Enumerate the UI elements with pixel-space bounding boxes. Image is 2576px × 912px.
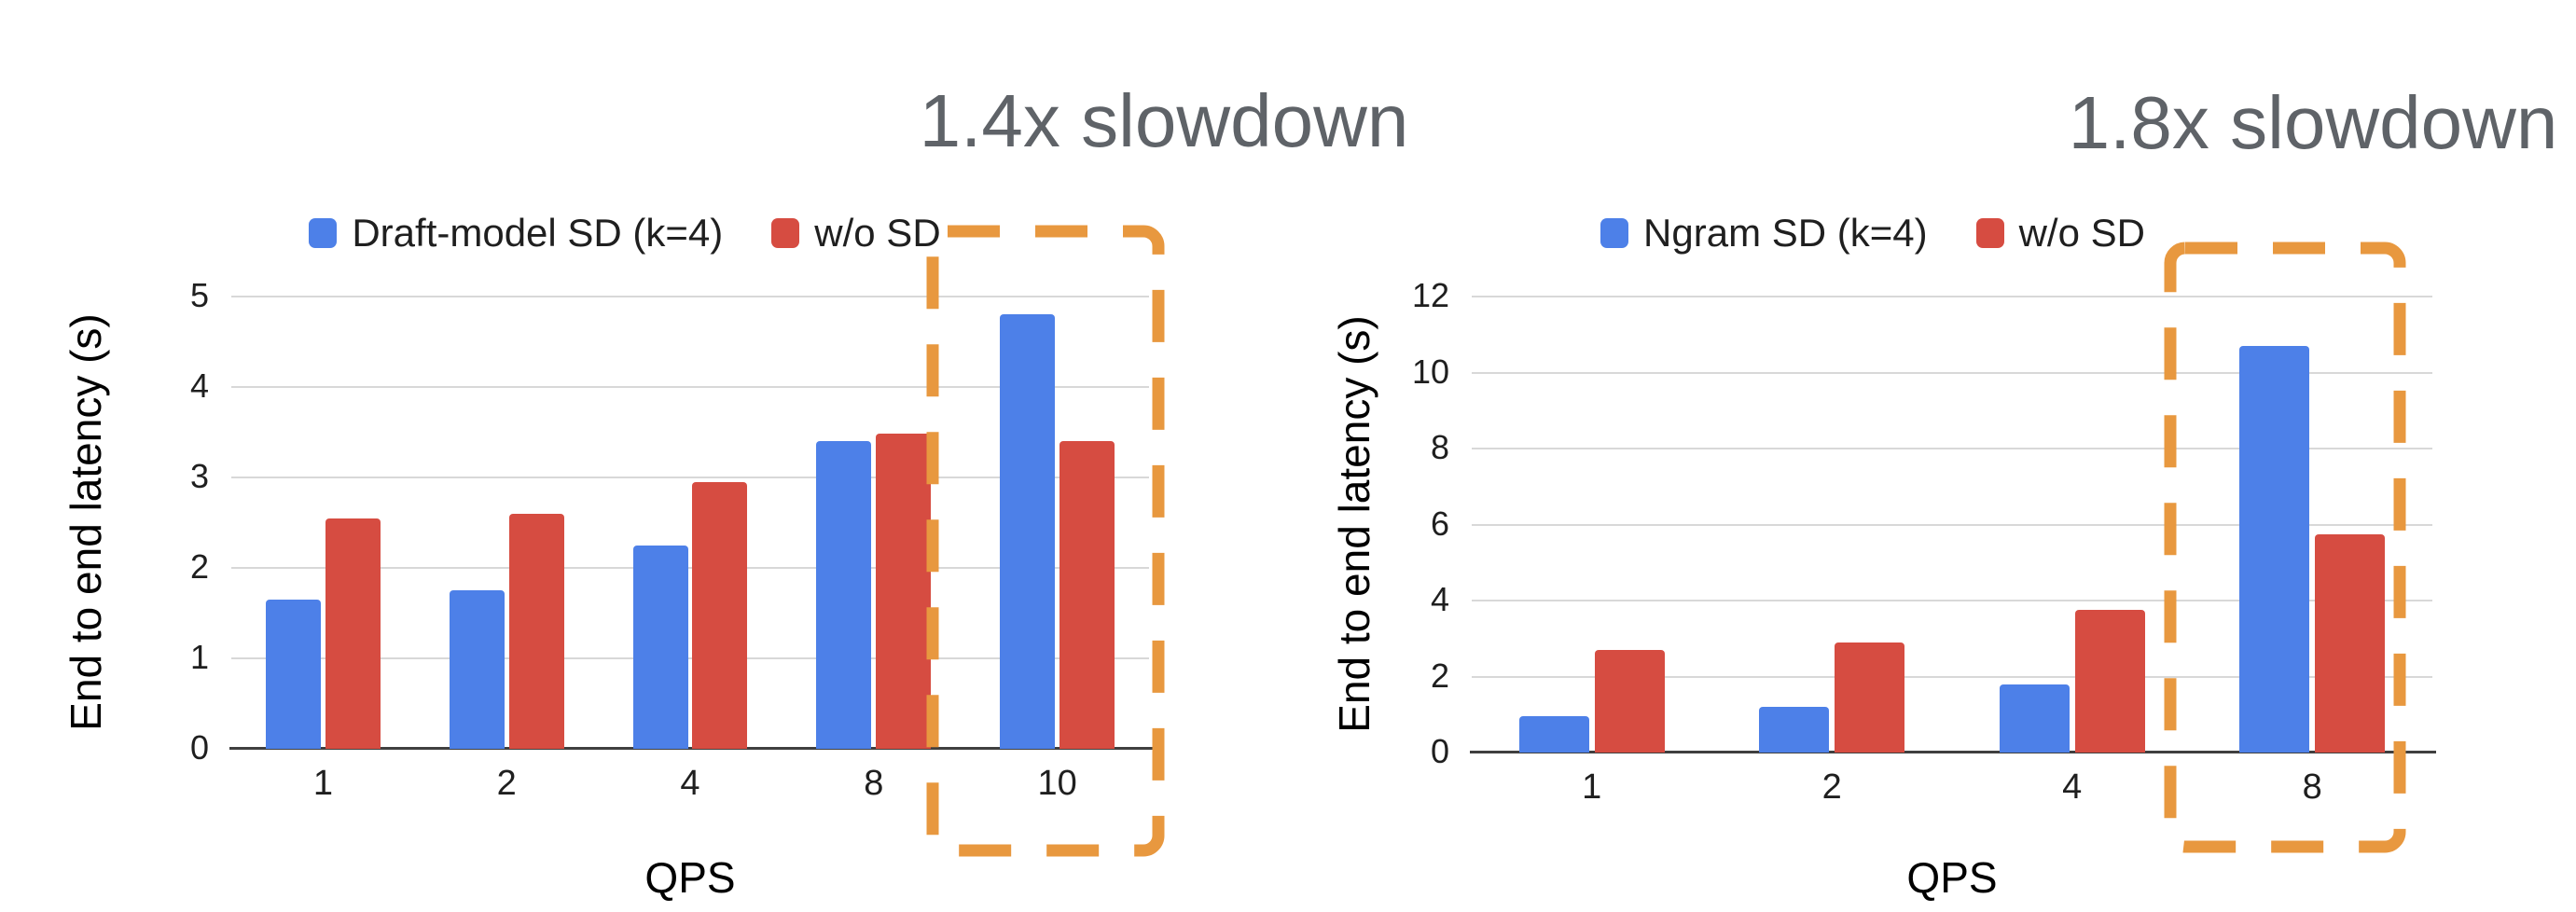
x-tick-label: 8 xyxy=(864,764,884,803)
y-tick-label: 2 xyxy=(189,547,209,586)
x-tick-label: 1 xyxy=(312,764,333,803)
legend-item-ngram-sd: Ngram SD (k=4) xyxy=(1600,211,1928,256)
gridline xyxy=(1472,296,2432,297)
annotation-left-slowdown: 1.4x slowdown xyxy=(919,79,1409,162)
plot-area-left-chart: 0 1 2 3 4 5 1 2 4 8 10 xyxy=(190,276,1153,803)
gridline xyxy=(1472,675,2432,678)
x-axis-baseline xyxy=(229,747,1153,750)
bar xyxy=(2239,345,2310,753)
gridline xyxy=(231,567,1149,569)
x-tick-label: 10 xyxy=(1037,764,1077,803)
legend-swatch-blue-icon xyxy=(1600,218,1629,248)
x-tick-label: 2 xyxy=(1821,767,1842,807)
legend-label-wo-sd: w/o SD xyxy=(2018,211,2145,255)
bar xyxy=(1059,441,1115,749)
legend-label-wo-sd: w/o SD xyxy=(814,211,941,255)
y-axis-title-left-chart: End to end latency (s) xyxy=(62,313,110,731)
bar xyxy=(508,513,564,749)
bar xyxy=(449,590,505,749)
bar xyxy=(2315,533,2386,753)
bar xyxy=(2074,610,2145,753)
y-tick-label: 5 xyxy=(189,276,209,314)
x-axis-baseline xyxy=(1470,751,2436,753)
bar xyxy=(632,545,688,749)
bar xyxy=(876,434,932,749)
bar xyxy=(1835,642,1905,753)
y-tick-label: 12 xyxy=(1411,276,1449,314)
legend-swatch-blue-icon xyxy=(309,218,338,248)
gridline xyxy=(1472,448,2432,449)
x-tick-label: 8 xyxy=(2302,767,2322,807)
annotation-right-slowdown: 1.8x slowdown xyxy=(2068,81,2558,164)
gridline xyxy=(1472,600,2432,601)
x-tick-label: 4 xyxy=(2062,767,2083,807)
x-tick-label: 2 xyxy=(496,764,517,803)
y-tick-label: 3 xyxy=(189,457,209,495)
bar xyxy=(1518,716,1589,753)
legend-right-chart: Ngram SD (k=4) w/o SD xyxy=(1392,209,2353,257)
y-tick-label: 6 xyxy=(1430,504,1449,543)
bar xyxy=(1594,649,1665,753)
bar xyxy=(1000,314,1056,749)
bar xyxy=(816,441,872,749)
legend-swatch-red-icon xyxy=(1975,218,2004,248)
gridline xyxy=(1472,523,2432,526)
y-tick-label: 0 xyxy=(189,728,209,767)
legend-item-draft-model-sd: Draft-model SD (k=4) xyxy=(309,211,723,256)
y-tick-label: 0 xyxy=(1430,732,1449,770)
y-tick-label: 10 xyxy=(1411,352,1449,391)
bar xyxy=(325,518,381,749)
y-tick-label: 4 xyxy=(1430,580,1449,618)
bar xyxy=(265,599,321,749)
y-tick-label: 2 xyxy=(1430,656,1449,695)
legend-swatch-red-icon xyxy=(771,218,800,248)
gridline xyxy=(231,477,1149,478)
x-axis-title-right-chart: QPS xyxy=(1906,853,1998,902)
bar xyxy=(1999,684,2070,753)
legend-label-ngram-sd: Ngram SD (k=4) xyxy=(1643,211,1928,255)
gridline xyxy=(1472,371,2432,374)
y-tick-label: 1 xyxy=(189,638,209,676)
x-tick-label: 1 xyxy=(1582,767,1602,807)
y-axis-title-right-chart: End to end latency (s) xyxy=(1330,315,1378,733)
y-tick-label: 8 xyxy=(1430,428,1449,466)
bar xyxy=(1759,707,1830,753)
y-tick-label: 4 xyxy=(189,366,209,405)
x-tick-label: 4 xyxy=(680,764,700,803)
plot-area-right-chart: 0 2 4 6 8 10 12 1 2 4 8 xyxy=(1412,276,2436,807)
legend-item-wo-sd: w/o SD xyxy=(771,211,941,256)
bar xyxy=(692,481,748,749)
gridline xyxy=(231,657,1149,659)
legend-left-chart: Draft-model SD (k=4) w/o SD xyxy=(166,209,1084,257)
x-axis-title-left-chart: QPS xyxy=(644,853,736,902)
legend-label-draft-model-sd: Draft-model SD (k=4) xyxy=(352,211,724,255)
legend-item-wo-sd: w/o SD xyxy=(1975,211,2145,256)
gridline xyxy=(231,296,1149,297)
gridline xyxy=(231,386,1149,388)
